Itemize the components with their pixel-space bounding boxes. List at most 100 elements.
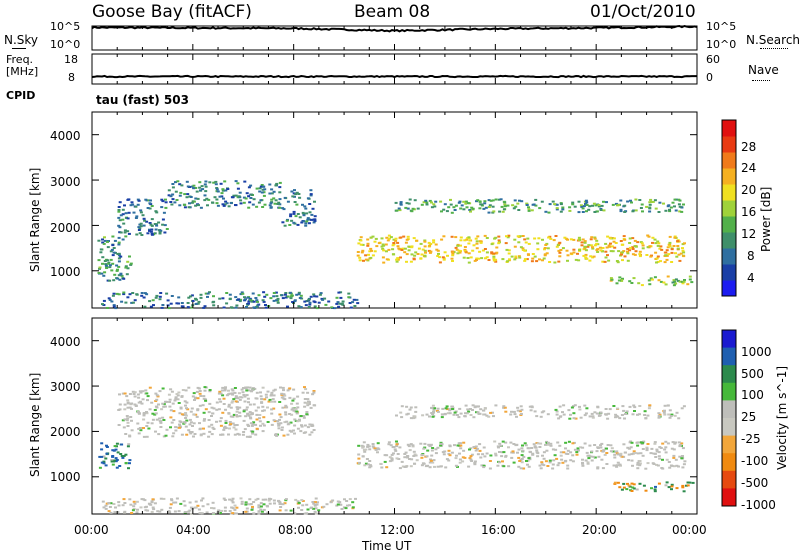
heat-cell — [246, 296, 250, 299]
heat-cell — [447, 206, 451, 209]
heat-cell — [646, 246, 650, 249]
heat-cell — [454, 464, 458, 467]
heat-cell — [630, 459, 634, 462]
heat-cell — [242, 387, 245, 389]
heat-cell — [303, 512, 307, 515]
heat-cell — [516, 451, 519, 454]
heat-cell — [655, 261, 658, 264]
heat-cell — [161, 304, 165, 306]
heat-cell — [192, 422, 196, 425]
heat-cell — [269, 206, 273, 209]
heat-cell — [497, 198, 501, 201]
heat-cell — [405, 260, 408, 263]
heat-cell — [524, 241, 528, 244]
heat-cell — [649, 277, 653, 280]
heat-cell — [151, 299, 155, 302]
heat-cell — [124, 453, 128, 456]
heat-cell — [498, 461, 501, 464]
heat-cell — [526, 237, 530, 240]
heat-cell — [531, 452, 535, 455]
heat-cell — [168, 398, 172, 401]
heat-cell — [468, 239, 472, 242]
heat-cell — [442, 208, 446, 211]
heat-cell — [596, 446, 600, 449]
heat-cell — [247, 195, 251, 198]
heat-cell — [186, 306, 190, 309]
heat-cell — [248, 403, 252, 406]
heat-cell — [562, 451, 566, 454]
heat-cell — [406, 443, 410, 446]
heat-cell — [101, 241, 105, 244]
heat-cell — [447, 449, 451, 452]
heat-cell — [399, 201, 403, 204]
heat-cell — [653, 488, 657, 491]
heat-cell — [668, 416, 672, 419]
heat-cell — [442, 258, 446, 261]
heat-cell — [438, 256, 442, 259]
heat-cell — [491, 199, 495, 202]
heat-cell — [323, 297, 327, 300]
heat-cell — [186, 408, 190, 411]
heat-cell — [496, 445, 500, 448]
heat-cell — [99, 251, 103, 254]
heat-cell — [498, 210, 502, 213]
heat-cell — [161, 200, 165, 203]
heat-cell — [604, 413, 608, 416]
heat-cell — [247, 414, 251, 417]
heat-cell — [298, 297, 302, 299]
heat-cell — [419, 257, 423, 260]
heat-cell — [179, 406, 183, 409]
heat-cell — [541, 454, 544, 457]
heat-cell — [540, 463, 544, 466]
heat-cell — [336, 301, 340, 304]
heat-cell — [255, 418, 259, 421]
heat-cell — [395, 457, 399, 460]
heat-cell — [501, 440, 505, 443]
heat-cell — [142, 224, 146, 227]
heat-cell — [313, 200, 316, 203]
heat-cell — [639, 241, 643, 244]
heat-cell — [261, 386, 265, 389]
heat-cell — [463, 246, 467, 248]
heat-cell — [181, 389, 185, 391]
heat-cell — [234, 204, 238, 207]
heat-cell — [388, 237, 391, 240]
heat-cell — [528, 405, 532, 408]
heat-cell — [254, 409, 258, 412]
heat-cell — [598, 246, 602, 249]
heat-cell — [233, 424, 237, 427]
heat-cell — [502, 208, 506, 211]
heat-cell — [471, 249, 475, 252]
heat-cell — [483, 234, 487, 237]
heat-cell — [668, 208, 671, 211]
heat-cell — [382, 261, 386, 264]
heat-cell — [648, 245, 652, 248]
heat-cell — [595, 450, 599, 453]
heat-cell — [112, 304, 116, 307]
heat-cell — [584, 203, 587, 205]
heat-cell — [482, 409, 485, 412]
heat-cell — [601, 247, 605, 249]
heat-cell — [636, 441, 640, 444]
heat-cell — [335, 504, 339, 507]
heat-cell — [228, 510, 232, 512]
heat-cell — [220, 192, 224, 195]
heat-cell — [182, 500, 186, 503]
heat-cell — [155, 294, 159, 297]
heat-cell — [189, 432, 193, 435]
heat-cell — [147, 427, 151, 430]
heat-cell — [148, 207, 152, 210]
heat-cell — [473, 259, 477, 262]
heat-cell — [162, 435, 166, 438]
heat-cell — [582, 205, 586, 208]
heat-cell — [507, 249, 511, 252]
heat-cell — [545, 252, 549, 255]
heat-cell — [631, 253, 635, 256]
heat-cell — [619, 454, 623, 457]
heat-cell — [308, 433, 312, 436]
heat-cell — [203, 418, 206, 421]
heat-cell — [296, 213, 300, 215]
heat-cell — [547, 211, 551, 214]
heat-cell — [172, 501, 176, 504]
heat-cell — [264, 304, 267, 306]
